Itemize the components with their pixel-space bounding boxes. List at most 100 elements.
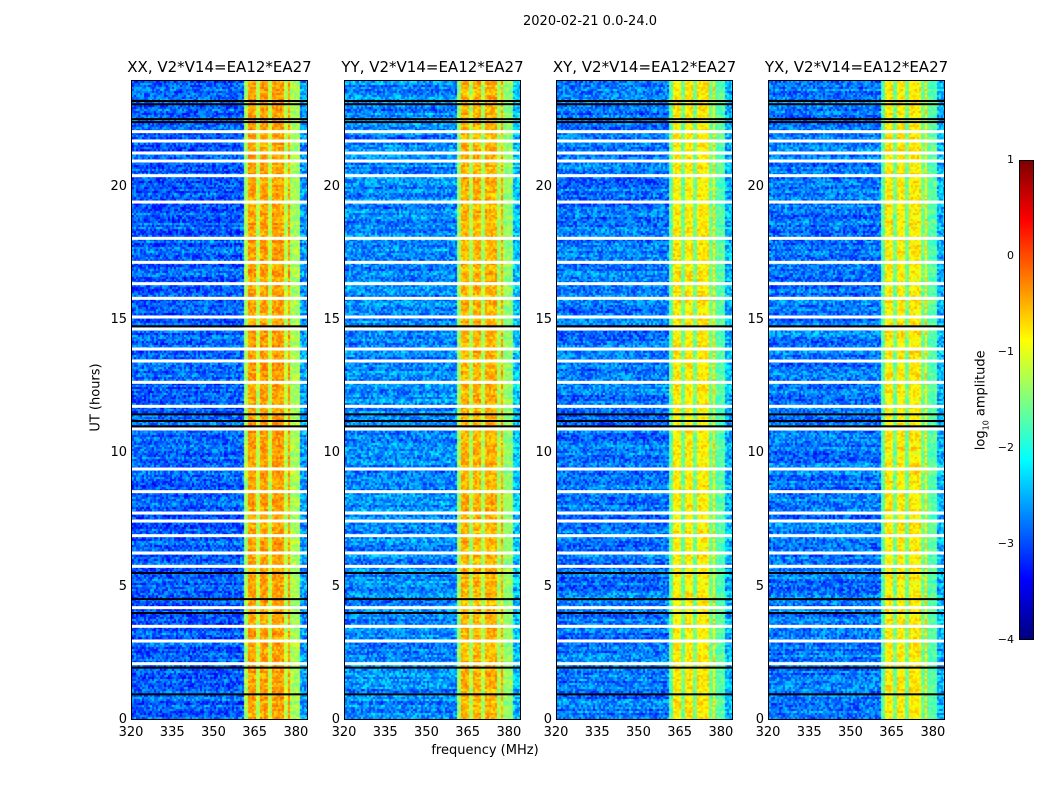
- flagged-row: [769, 296, 944, 300]
- zero-row: [132, 612, 307, 614]
- flagged-row: [769, 315, 944, 319]
- flagged-row: [345, 315, 520, 319]
- flagged-row: [557, 359, 732, 363]
- flagged-row: [557, 490, 732, 494]
- y-tick-label: 0: [755, 712, 764, 727]
- flagged-row: [345, 159, 520, 163]
- flagged-row: [132, 200, 307, 204]
- zero-row: [769, 612, 944, 614]
- flagged-row: [132, 151, 307, 155]
- x-tick-label: 365: [667, 725, 693, 740]
- flagged-row: [132, 606, 307, 610]
- flagged-row: [557, 282, 732, 286]
- x-tick-label: 335: [584, 725, 610, 740]
- flagged-row: [769, 282, 944, 286]
- colorbar-tick-label: −3: [997, 537, 1014, 550]
- zero-row: [345, 103, 520, 106]
- zero-row: [557, 693, 732, 696]
- zero-row: [132, 413, 307, 416]
- flagged-row: [132, 404, 307, 408]
- x-tick-label: 365: [455, 725, 481, 740]
- zero-row: [557, 325, 732, 328]
- flagged-row: [769, 380, 944, 384]
- y-tick-label: 20: [110, 178, 127, 194]
- flagged-row: [345, 151, 520, 155]
- x-tick-label: 320: [543, 725, 569, 740]
- zero-row: [132, 325, 307, 328]
- flagged-row: [769, 639, 944, 643]
- flagged-row: [345, 200, 520, 204]
- zero-row: [769, 325, 944, 328]
- flagged-row: [557, 159, 732, 163]
- flagged-row: [345, 347, 520, 351]
- panel-title: XY, V2*V14=EA12*EA27: [552, 58, 737, 76]
- flagged-row: [345, 296, 520, 300]
- zero-row: [557, 103, 732, 106]
- x-tick-label: 335: [372, 725, 398, 740]
- flagged-row: [769, 151, 944, 155]
- x-tick-label: 380: [920, 725, 946, 740]
- zero-row: [132, 693, 307, 696]
- flagged-row: [557, 174, 732, 178]
- flagged-row: [769, 404, 944, 408]
- zero-row: [557, 425, 732, 428]
- flagged-row: [345, 519, 520, 523]
- flagged-row: [132, 296, 307, 300]
- flagged-row: [132, 427, 307, 431]
- colorbar-tick-label: −1: [997, 345, 1014, 358]
- flagged-row: [769, 427, 944, 431]
- colorbar-label: log10 amplitude: [973, 350, 991, 451]
- zero-row: [132, 118, 307, 121]
- flagged-row: [557, 534, 732, 538]
- flagged-row: [557, 130, 732, 134]
- flagged-row: [132, 534, 307, 538]
- zero-row: [132, 666, 307, 669]
- y-tick-label: 10: [110, 445, 127, 461]
- flagged-row: [769, 139, 944, 143]
- flagged-row: [557, 519, 732, 523]
- zero-row: [557, 121, 732, 124]
- flagged-row: [557, 564, 732, 568]
- flagged-row: [769, 130, 944, 134]
- y-tick-label: 15: [323, 312, 340, 327]
- zero-row: [132, 103, 307, 106]
- x-tick-label: 320: [331, 725, 357, 740]
- zero-row: [769, 666, 944, 669]
- colorbar-tick-label: −2: [997, 441, 1014, 454]
- flagged-row: [345, 380, 520, 384]
- flagged-row: [132, 159, 307, 163]
- flagged-row: [557, 511, 732, 515]
- x-tick-label: 380: [708, 725, 734, 740]
- flagged-row: [769, 359, 944, 363]
- zero-row: [769, 420, 944, 422]
- zero-row: [557, 100, 732, 102]
- zero-row: [557, 598, 732, 601]
- flagged-row: [132, 174, 307, 178]
- zero-row: [345, 693, 520, 696]
- zero-row: [345, 121, 520, 124]
- x-tick-label: 380: [283, 725, 309, 740]
- flagged-row: [345, 139, 520, 143]
- colorbar-tick-label: 0: [1007, 249, 1014, 262]
- heatmap-panel: [131, 80, 308, 720]
- flagged-row: [132, 315, 307, 319]
- flag-overlay: [557, 100, 732, 696]
- flagged-row: [132, 327, 307, 331]
- flagged-row: [557, 380, 732, 384]
- x-tick-label: 335: [159, 725, 185, 740]
- y-tick-label: 15: [535, 312, 552, 327]
- zero-row: [769, 598, 944, 601]
- flagged-row: [345, 490, 520, 494]
- zero-row: [345, 598, 520, 601]
- zero-row: [557, 612, 732, 614]
- flagged-row: [557, 467, 732, 471]
- flagged-row: [769, 159, 944, 163]
- flagged-row: [345, 327, 520, 331]
- zero-row: [557, 572, 732, 574]
- zero-row: [132, 420, 307, 422]
- flagged-row: [132, 639, 307, 643]
- flagged-row: [557, 662, 732, 666]
- y-tick-label: 5: [543, 578, 552, 594]
- flagged-row: [132, 130, 307, 134]
- x-tick-label: 380: [496, 725, 522, 740]
